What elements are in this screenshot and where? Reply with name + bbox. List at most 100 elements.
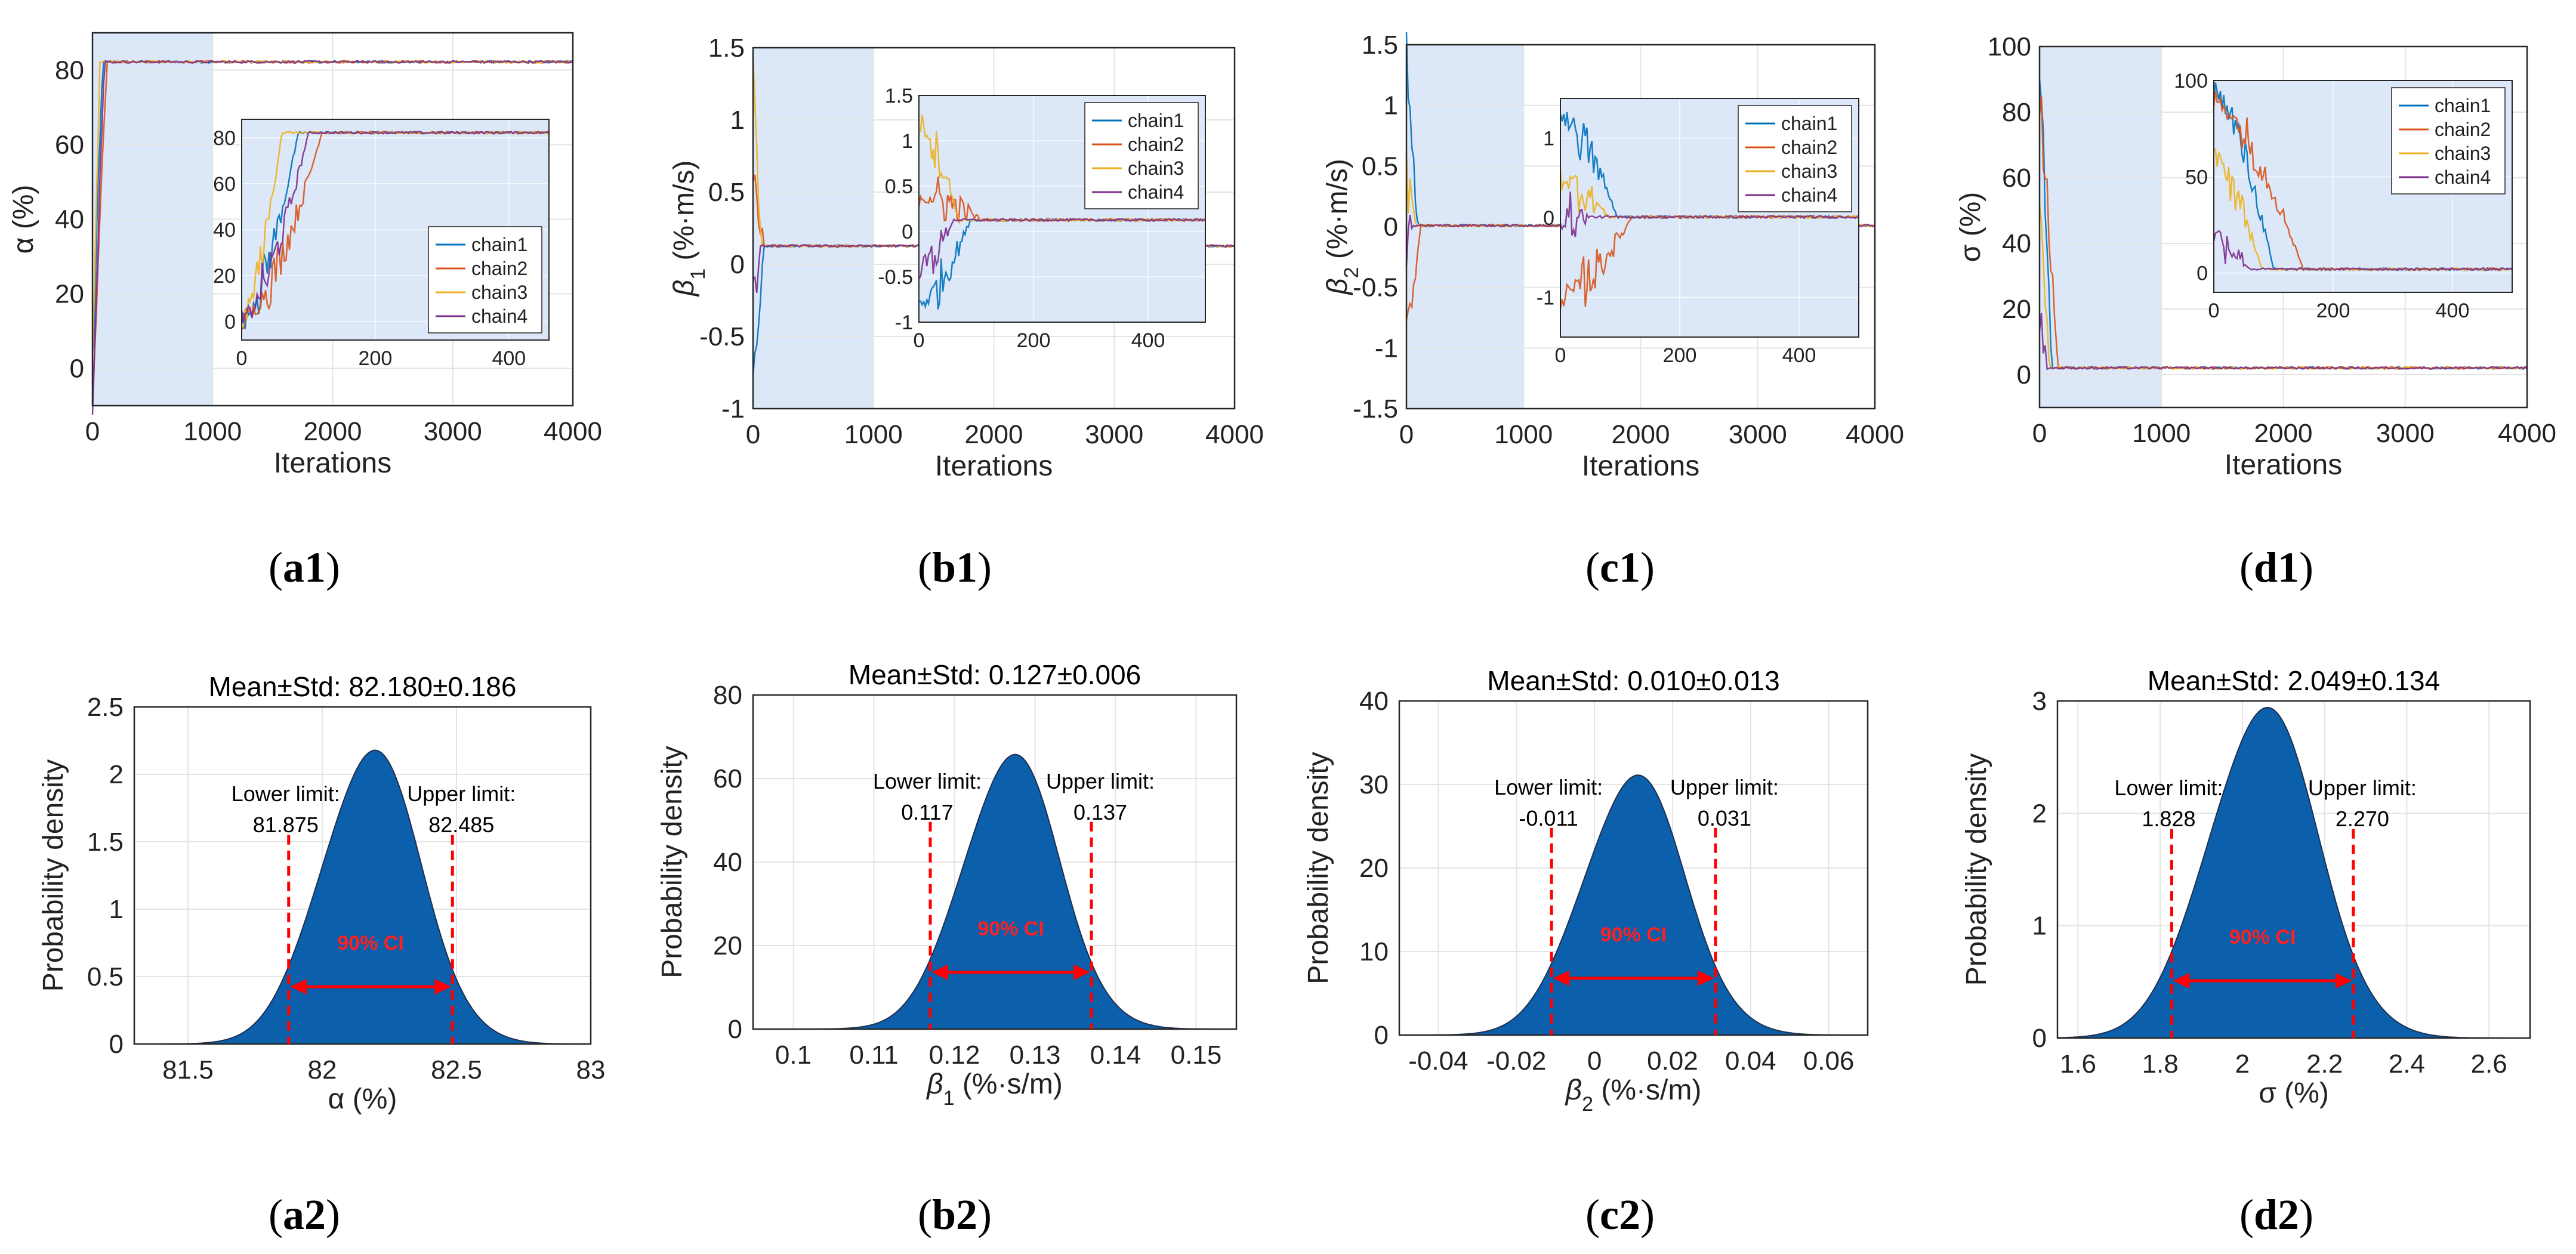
- x-axis-label: β1 (%·s/m): [925, 1068, 1063, 1110]
- panel-title: Mean±Std: 2.049±0.134: [2148, 665, 2440, 696]
- inset-y-tick: 1: [902, 130, 913, 153]
- trace-line-chain4: [91, 60, 573, 415]
- legend-entry-chain3: chain3: [471, 282, 527, 303]
- axes-box: [133, 706, 592, 1045]
- legend-entry-chain1: chain1: [1781, 113, 1837, 134]
- inset-y-tick: 0: [224, 311, 236, 333]
- x-tick-label: 0: [85, 417, 100, 446]
- x-tick-label: 4000: [1846, 420, 1904, 449]
- y-tick-label: 80: [55, 56, 84, 85]
- y-tick-label: 40: [2002, 229, 2031, 258]
- x-tick-label: 1.8: [2142, 1049, 2179, 1079]
- lower-limit-value: -0.011: [1519, 806, 1578, 830]
- x-tick-label: 4000: [2498, 419, 2556, 448]
- inset-y-tick: 0: [2196, 262, 2208, 285]
- x-tick-label: 2.2: [2306, 1049, 2343, 1079]
- inset-x-tick: 400: [1131, 329, 1165, 352]
- x-axis-label: Iterations: [1582, 450, 1699, 482]
- x-tick-label: 2.6: [2471, 1049, 2507, 1079]
- ci-arrow-head-left: [1553, 970, 1570, 986]
- y-axis-label: σ (%): [1955, 192, 1986, 262]
- axes-box: [2056, 700, 2531, 1039]
- trace-line-chain4: [2038, 313, 2528, 370]
- legend-entry-chain3: chain3: [1781, 160, 1837, 182]
- y-tick-label: 0: [730, 250, 745, 279]
- x-tick-label: 2000: [1612, 420, 1670, 449]
- y-tick-label: 0: [728, 1015, 742, 1044]
- inset-x-tick: 400: [1782, 344, 1816, 367]
- inset-y-tick: 1: [1543, 128, 1554, 150]
- x-tick-label: 1000: [1494, 420, 1553, 449]
- inset-trace-chain4: [918, 218, 1206, 279]
- inset-trace-chain4: [240, 131, 550, 323]
- inset-box: [241, 119, 550, 341]
- panel-title: Mean±Std: 0.010±0.013: [1487, 665, 1779, 696]
- x-tick-label: 4000: [1205, 420, 1264, 449]
- upper-limit-label: Upper limit:: [1046, 769, 1155, 793]
- inset-x-tick: 0: [1555, 344, 1566, 367]
- inset-box: [1560, 98, 1859, 338]
- legend-entry-chain1: chain1: [471, 234, 527, 255]
- density-panel-d2: 90% CI Lower limit: 1.828 Upper limit: 2.270…: [1961, 665, 2531, 1109]
- inset-y-tick: -1: [895, 311, 913, 334]
- x-tick-label: 0.15: [1171, 1040, 1222, 1070]
- y-tick-label: 40: [713, 848, 742, 877]
- y-tick-label: -0.5: [1353, 273, 1398, 302]
- ci-arrow-head-right: [1073, 964, 1090, 980]
- lower-limit-label: Lower limit:: [873, 769, 982, 793]
- axes-box: [2038, 45, 2528, 409]
- inset-x-tick: 200: [359, 347, 393, 370]
- density-area: [146, 749, 591, 1045]
- y-tick-label: -0.5: [699, 322, 745, 351]
- y-tick-label: 20: [713, 931, 742, 960]
- panel-caption-d2: (d2): [2239, 1191, 2313, 1238]
- inset-y-tick: -0.5: [878, 266, 913, 289]
- ci-arrow-head-left: [2173, 972, 2190, 989]
- x-tick-label: 0: [2032, 419, 2047, 448]
- y-tick-label: 0: [2017, 360, 2031, 390]
- y-tick-label: 40: [1359, 687, 1389, 716]
- ci-label: 90% CI: [1600, 923, 1667, 946]
- x-axis-label: α (%): [328, 1083, 397, 1115]
- y-tick-label: 2: [2032, 799, 2047, 828]
- density-panel-a2: 90% CI Lower limit: 81.875 Upper limit: 82.4…: [38, 671, 605, 1115]
- trace-panel-c1: 0 1000 2000 3000 4000-1.5-1-0.500.511.5Itera…: [1322, 30, 1904, 482]
- y-tick-label: -1: [721, 394, 745, 424]
- inset-y-tick: 20: [213, 265, 236, 288]
- y-tick-label: 2: [109, 760, 124, 789]
- x-tick-label: 83: [576, 1055, 606, 1085]
- y-axis-label: β2 (%·m/s): [1322, 159, 1363, 296]
- legend-entry-chain3: chain3: [1128, 157, 1184, 179]
- y-tick-label: 1.5: [708, 33, 745, 63]
- y-tick-label: 1.5: [1362, 30, 1398, 60]
- inset-y-tick: 50: [2185, 166, 2208, 189]
- legend-entry-chain4: chain4: [1781, 184, 1837, 206]
- upper-limit-value: 82.485: [428, 813, 494, 837]
- x-tick-label: 0.06: [1803, 1046, 1855, 1076]
- x-tick-label: 3000: [424, 417, 482, 446]
- y-tick-label: 10: [1359, 937, 1389, 966]
- axes-box: [1405, 44, 1876, 410]
- inset-y-tick: 1.5: [885, 85, 913, 107]
- lower-limit-value: 81.875: [253, 813, 319, 837]
- y-axis-label: β1 (%·m/s): [668, 160, 709, 298]
- x-tick-label: -0.04: [1408, 1046, 1468, 1076]
- x-tick-label: 0: [1587, 1046, 1602, 1076]
- inset-box: [2213, 80, 2513, 293]
- y-tick-label: 3: [2032, 687, 2047, 716]
- inset-trace-chain4: [2213, 230, 2513, 271]
- x-tick-label: 0.02: [1647, 1046, 1698, 1076]
- panel-caption-b2: (b2): [918, 1191, 992, 1238]
- inset-y-tick: 60: [213, 173, 236, 196]
- inset-trace-chain4: [1559, 192, 1859, 237]
- ci-arrow-head-left: [289, 978, 307, 994]
- y-axis-label: Probability density: [38, 759, 69, 992]
- x-tick-label: 1000: [844, 420, 903, 449]
- density-panel-b2: 90% CI Lower limit: 0.117 Upper limit: 0.137…: [656, 659, 1238, 1110]
- x-tick-label: 82.5: [431, 1055, 482, 1085]
- trace-panel-d1: 0 1000 2000 3000 4000020406080100Iterationsσ…: [1955, 32, 2556, 481]
